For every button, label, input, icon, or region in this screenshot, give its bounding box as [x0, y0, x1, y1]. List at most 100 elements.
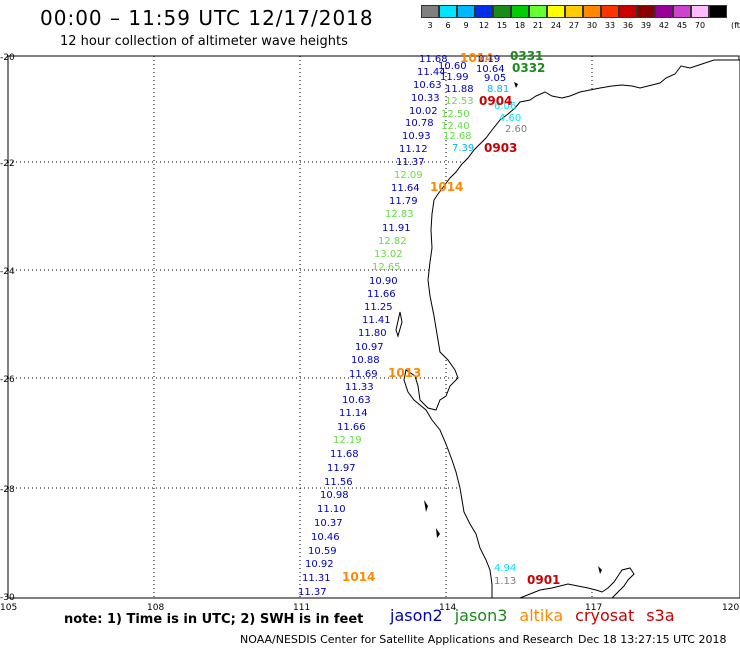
legend-swatch — [439, 5, 457, 18]
satellite-name: altika — [519, 606, 564, 625]
wave-height-label: 10.98 — [320, 490, 349, 501]
legend-swatch — [619, 5, 637, 18]
longitude-label: 114 — [439, 603, 456, 613]
note-text: note: 1) Time is in UTC; 2) SWH is in fe… — [64, 612, 364, 627]
wave-height-label: 11.10 — [317, 504, 346, 515]
legend-label: 33 — [604, 21, 616, 30]
wave-height-label: 11.79 — [389, 196, 418, 207]
latitude-label: -28 — [0, 485, 15, 495]
legend-label: 18 — [514, 21, 526, 30]
legend-unit: (ft) — [730, 21, 740, 30]
wave-height-label: 12.68 — [443, 131, 472, 142]
wave-height-label: 11.66 — [337, 422, 366, 433]
wave-height-label: 10.78 — [405, 118, 434, 129]
pass-time-label: 1014 — [460, 51, 493, 65]
wave-height-label: 12.83 — [385, 209, 414, 220]
pass-time-label: 1013 — [388, 366, 421, 380]
legend-label: 42 — [658, 21, 670, 30]
footer-credit: NOAA/NESDIS Center for Satellite Applica… — [240, 633, 574, 646]
legend-swatch — [493, 5, 511, 18]
legend-label: 27 — [568, 21, 580, 30]
wave-height-label: 10.02 — [409, 106, 438, 117]
legend-label: 36 — [622, 21, 634, 30]
latitude-label: -30 — [0, 593, 15, 603]
satellite-name: s3a — [646, 606, 675, 625]
legend-label: 3 — [427, 21, 433, 30]
legend-swatch — [565, 5, 583, 18]
wave-height-label: 11.97 — [327, 463, 356, 474]
legend-swatch — [511, 5, 529, 18]
wave-height-label: 10.60 — [438, 61, 467, 72]
legend-swatch — [529, 5, 547, 18]
wave-height-label: 7.39 — [452, 143, 474, 154]
wave-height-label: 1.13 — [494, 576, 516, 587]
pass-time-label: 0332 — [512, 61, 545, 75]
wave-height-label: 12.40 — [441, 121, 470, 132]
legend-label: 15 — [496, 21, 508, 30]
wave-height-label: 11.31 — [302, 573, 331, 584]
wave-height-label: 4.94 — [494, 563, 516, 574]
legend-label: 6 — [445, 21, 451, 30]
wave-height-label: 11.66 — [367, 289, 396, 300]
wave-height-label: 10.33 — [411, 93, 440, 104]
wave-height-label: 12.50 — [441, 109, 470, 120]
legend-swatch — [583, 5, 601, 18]
legend-label: 9 — [463, 21, 469, 30]
satellite-name: cryosat — [575, 606, 635, 625]
wave-height-label: 12.82 — [378, 236, 407, 247]
legend-label: 21 — [532, 21, 544, 30]
legend-label: 39 — [640, 21, 652, 30]
coastline — [395, 59, 740, 599]
wave-height-label: 8.81 — [487, 84, 509, 95]
satellite-name: jason2 — [390, 606, 443, 625]
wave-height-label: 4.60 — [499, 113, 521, 124]
wave-height-label: 10.63 — [342, 395, 371, 406]
wave-height-label: 11.69 — [349, 369, 378, 380]
wave-height-label: 10.37 — [314, 518, 343, 529]
legend-swatch — [637, 5, 655, 18]
pass-time-label: 0903 — [484, 141, 517, 155]
wave-height-label: 11.80 — [358, 328, 387, 339]
wave-height-label: 10.46 — [311, 532, 340, 543]
wave-height-label: 10.59 — [308, 546, 337, 557]
wave-height-label: 10.88 — [351, 355, 380, 366]
wave-height-label: 11.37 — [396, 157, 425, 168]
map-title: 00:00 – 11:59 UTC 12/17/2018 — [40, 6, 374, 30]
legend-swatch — [547, 5, 565, 18]
pass-time-label: 0904 — [479, 94, 512, 108]
wave-height-label: 10.90 — [369, 276, 398, 287]
wave-height-label: 11.25 — [364, 302, 393, 313]
pass-time-label: 0901 — [527, 573, 560, 587]
wave-height-label: 6.06 — [494, 101, 516, 112]
wave-height-label: 10.63 — [413, 80, 442, 91]
wave-height-label: 11.91 — [382, 223, 411, 234]
longitude-label: 117 — [585, 603, 602, 613]
wave-height-label: 12.53 — [445, 96, 474, 107]
longitude-label: 108 — [147, 603, 164, 613]
longitude-label: 120 — [722, 603, 739, 613]
wave-height-label: 10.93 — [402, 131, 431, 142]
latitude-label: -22 — [0, 159, 15, 169]
wave-height-label: 11.41 — [362, 315, 391, 326]
wave-height-label: 11.37 — [298, 587, 327, 598]
wave-height-label: 0.19 — [478, 54, 500, 65]
legend-label: 24 — [550, 21, 562, 30]
pass-time-label: 1014 — [342, 570, 375, 584]
wave-height-label: 11.88 — [445, 84, 474, 95]
legend-swatch — [673, 5, 691, 18]
latitude-label: -26 — [0, 375, 15, 385]
legend-label: 12 — [478, 21, 490, 30]
latitude-labels: -20 -22 -24 -26 -28 -30 — [0, 53, 15, 603]
wave-height-label: 11.33 — [345, 382, 374, 393]
longitude-label: 105 — [0, 603, 17, 613]
satellite-legend: jason2 jason3 altika cryosat s3a — [390, 606, 687, 625]
latitude-label: -24 — [0, 267, 15, 277]
wave-height-label: 10.92 — [305, 559, 334, 570]
wave-height-label: 11.99 — [440, 72, 469, 83]
wave-height-label: 11.64 — [391, 183, 420, 194]
longitude-labels: 105 108 111 114 117 120 — [0, 603, 739, 613]
legend-swatch — [475, 5, 493, 18]
pass-time-label: 0331 — [510, 49, 543, 63]
